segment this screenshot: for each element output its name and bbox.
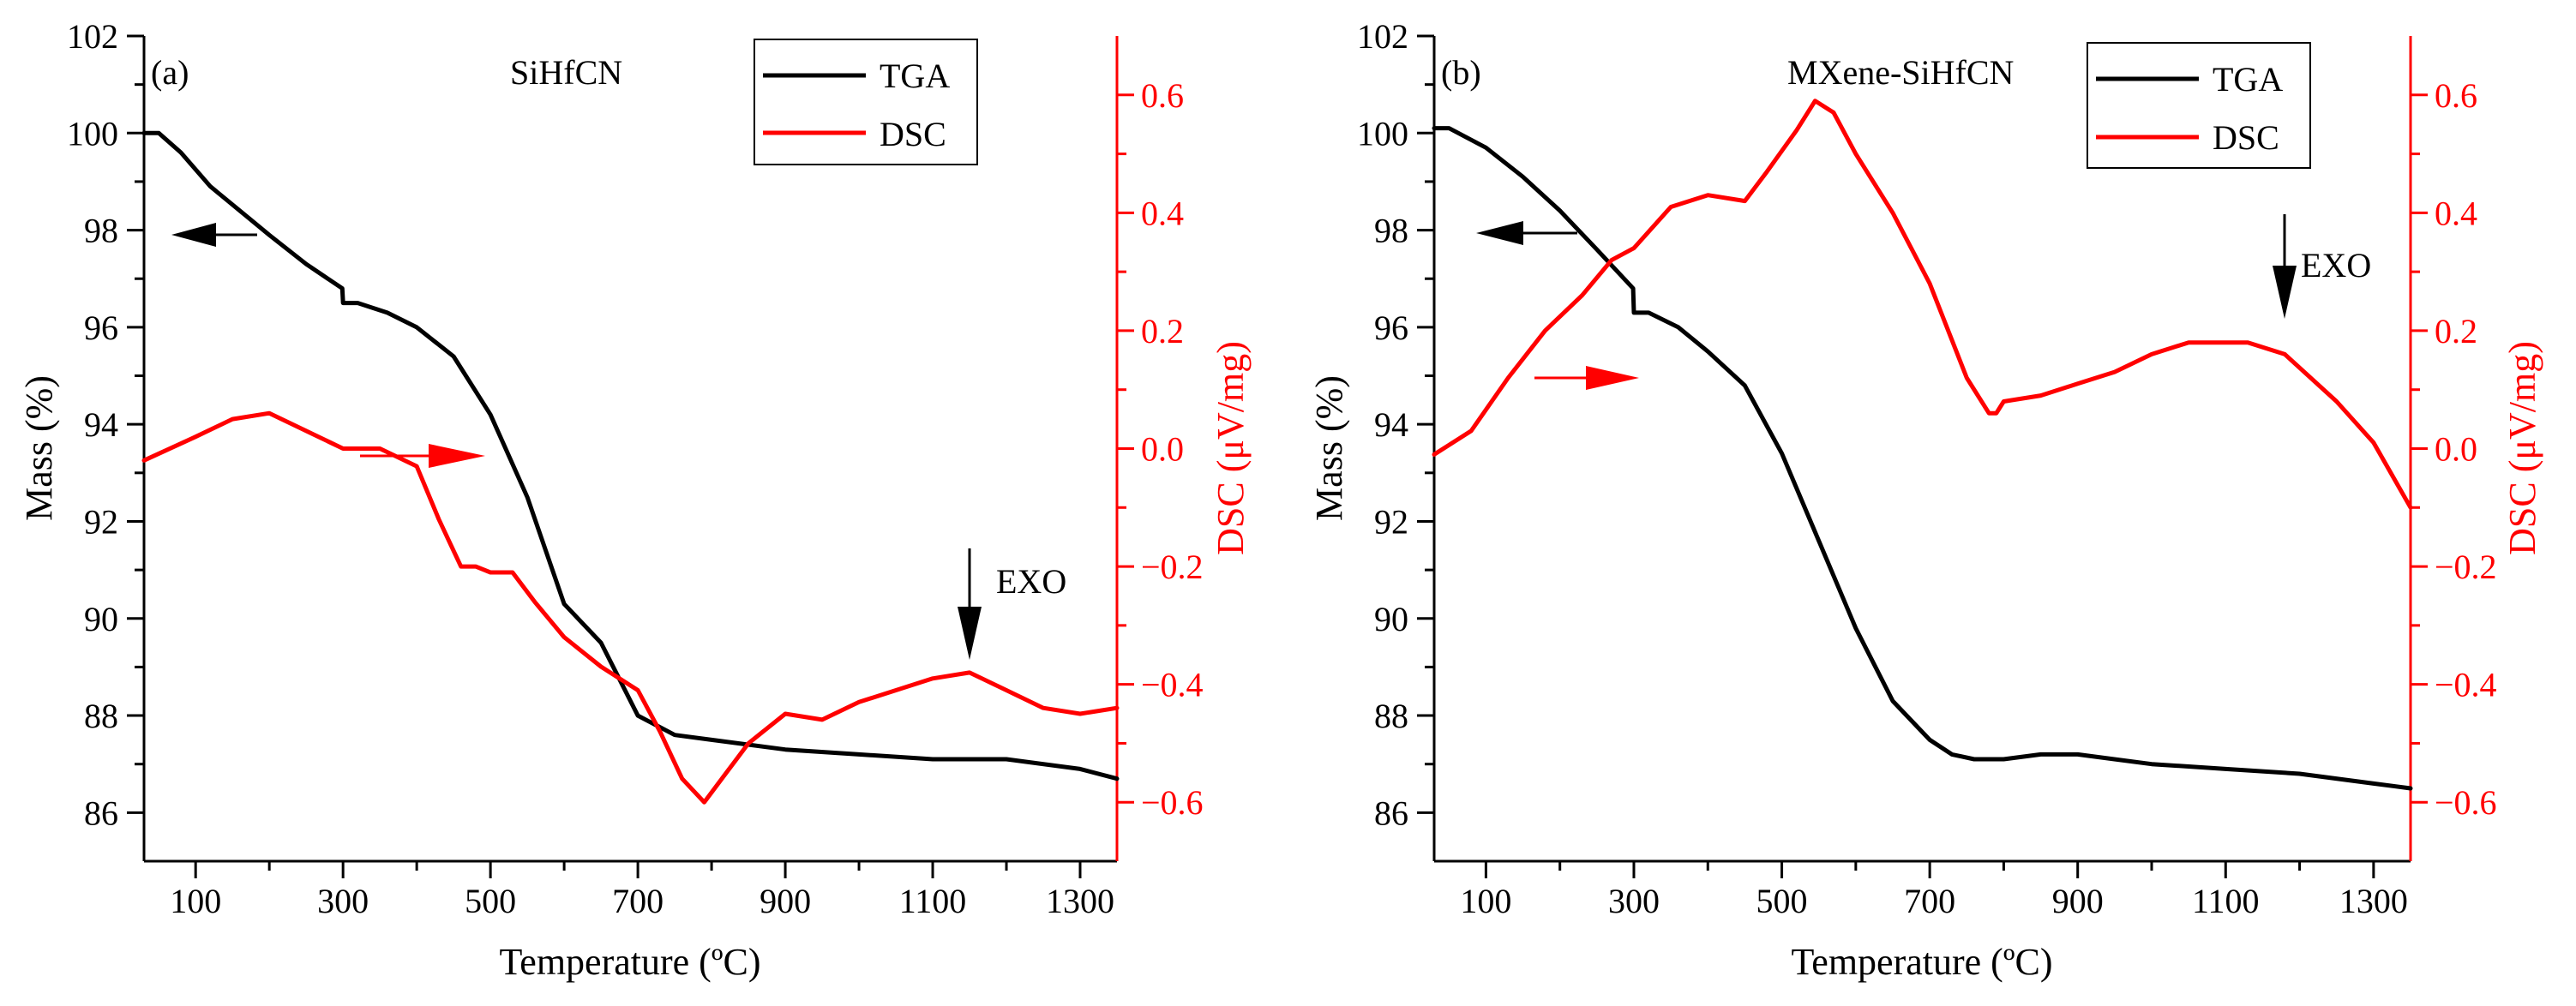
y-tick-label: 100 bbox=[1357, 114, 1408, 153]
y-tick-label: 94 bbox=[84, 405, 118, 444]
y-axis-title: Mass (%) bbox=[18, 375, 60, 521]
y-tick-label: 100 bbox=[67, 114, 118, 153]
y2-axis-title: DSC (μV/mg) bbox=[2501, 341, 2543, 555]
y-tick-label: 98 bbox=[1374, 212, 1408, 250]
y-tick-label: 88 bbox=[1374, 697, 1408, 735]
x-tick-label: 1300 bbox=[1046, 882, 1114, 920]
x-axis-title: Temperature (ºC) bbox=[500, 941, 761, 983]
x-tick-label: 700 bbox=[612, 882, 664, 920]
x-tick-label: 1100 bbox=[2192, 882, 2260, 920]
y2-tick-label: 0.2 bbox=[2435, 312, 2477, 350]
x-tick-label: 300 bbox=[317, 882, 369, 920]
y2-tick-label: −0.6 bbox=[2435, 783, 2497, 822]
x-tick-label: 900 bbox=[760, 882, 811, 920]
y-tick-label: 102 bbox=[67, 17, 118, 56]
panel-label: (a) bbox=[151, 53, 189, 92]
y2-tick-label: 0.0 bbox=[1141, 430, 1184, 469]
legend-box bbox=[2087, 42, 2311, 169]
y2-tick-label: −0.2 bbox=[2435, 548, 2497, 586]
legend-box bbox=[754, 39, 978, 165]
x-tick-label: 100 bbox=[1460, 882, 1511, 920]
tga-arrow bbox=[171, 223, 257, 247]
exo-arrow bbox=[958, 548, 982, 660]
y2-tick-label: 0.4 bbox=[1141, 194, 1184, 232]
y2-axis-title: DSC (μV/mg) bbox=[1210, 341, 1252, 555]
y-tick-label: 96 bbox=[84, 308, 118, 347]
exo-arrow bbox=[2273, 214, 2297, 319]
panel-a: 100 300 500 700 900 1100 1300 86 88 90 92 94 96 98 100… bbox=[18, 17, 1252, 983]
panel-b: 100 300 500 700 900 1100 1300 86 88 90 92 94 96 98 100… bbox=[1308, 17, 2543, 983]
y-tick-label: 102 bbox=[1357, 17, 1408, 56]
tga-arrow bbox=[1476, 221, 1577, 245]
sample-title: MXene-SiHfCN bbox=[1787, 53, 2014, 92]
axes: 100 300 500 700 900 1100 1300 86 88 90 92 94 96 98 100… bbox=[1357, 17, 2497, 920]
legend-label-tga: TGA bbox=[880, 57, 950, 95]
x-tick-label: 1100 bbox=[899, 882, 967, 920]
x-tick-label: 300 bbox=[1608, 882, 1660, 920]
y-tick-label: 94 bbox=[1374, 405, 1408, 444]
y2-tick-label: −0.2 bbox=[1141, 548, 1204, 586]
y-tick-label: 86 bbox=[84, 793, 118, 832]
y-axis-title: Mass (%) bbox=[1308, 375, 1350, 521]
sample-title: SiHfCN bbox=[510, 53, 622, 92]
y-tick-label: 92 bbox=[1374, 502, 1408, 541]
x-tick-label: 500 bbox=[1756, 882, 1808, 920]
y2-tick-label: −0.6 bbox=[1141, 783, 1204, 822]
legend-label-dsc: DSC bbox=[2213, 118, 2279, 157]
legend-label-tga: TGA bbox=[2213, 60, 2283, 99]
exo-label: EXO bbox=[2301, 246, 2371, 284]
dsc-series-line bbox=[1432, 99, 2413, 510]
x-tick-label: 100 bbox=[170, 882, 221, 920]
x-axis-title: Temperature (ºC) bbox=[1792, 941, 2053, 983]
panel-label: (b) bbox=[1441, 53, 1481, 92]
legend: TGA DSC bbox=[2087, 42, 2311, 169]
x-tick-label: 900 bbox=[2052, 882, 2104, 920]
tga-series-line bbox=[141, 130, 1120, 781]
x-tick-label: 700 bbox=[1904, 882, 1955, 920]
tga-series-line bbox=[1432, 126, 2413, 791]
y2-tick-label: −0.4 bbox=[1141, 666, 1204, 704]
y-tick-label: 92 bbox=[84, 502, 118, 541]
axes: 100 300 500 700 900 1100 1300 86 88 90 92 94 96 98 100… bbox=[67, 17, 1204, 920]
y-tick-label: 96 bbox=[1374, 308, 1408, 347]
y2-tick-label: −0.4 bbox=[2435, 666, 2497, 704]
y-tick-label: 98 bbox=[84, 212, 118, 250]
y-tick-label: 90 bbox=[84, 600, 118, 638]
legend-label-dsc: DSC bbox=[880, 115, 946, 153]
exo-label: EXO bbox=[996, 562, 1066, 601]
y-tick-label: 86 bbox=[1374, 793, 1408, 832]
y2-tick-label: 0.6 bbox=[1141, 76, 1184, 115]
dsc-arrow bbox=[1534, 366, 1639, 390]
y2-tick-label: 0.4 bbox=[2435, 194, 2477, 232]
y2-tick-label: 0.0 bbox=[2435, 430, 2477, 469]
y2-tick-label: 0.2 bbox=[1141, 312, 1184, 350]
y-tick-label: 90 bbox=[1374, 600, 1408, 638]
y2-tick-label: 0.6 bbox=[2435, 76, 2477, 115]
x-tick-label: 500 bbox=[465, 882, 516, 920]
y-tick-label: 88 bbox=[84, 697, 118, 735]
x-tick-label: 1300 bbox=[2339, 882, 2408, 920]
dsc-series-line bbox=[141, 410, 1120, 805]
legend: TGA DSC bbox=[754, 39, 978, 165]
